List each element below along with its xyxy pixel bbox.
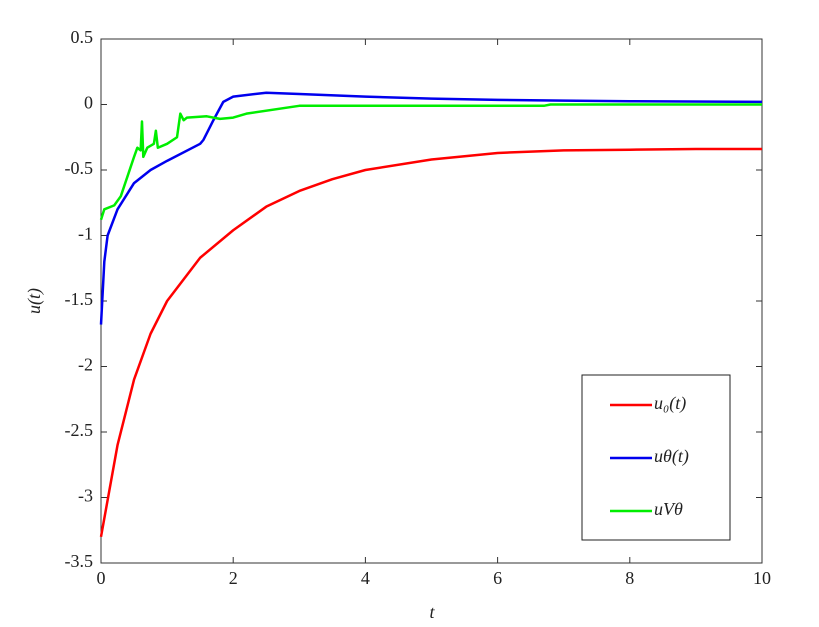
x-axis-label: t bbox=[429, 602, 435, 622]
x-tick-label: 2 bbox=[229, 568, 238, 588]
line bbox=[99, 147, 762, 538]
y-tick-label: -2 bbox=[78, 355, 93, 375]
x-tick-label: 6 bbox=[493, 568, 502, 588]
y-tick-label: -2.5 bbox=[65, 420, 94, 440]
x-tick-label: 8 bbox=[625, 568, 634, 588]
legend bbox=[581, 374, 731, 541]
y-tick-label: -1.5 bbox=[65, 289, 94, 309]
x-tick-label: 0 bbox=[97, 568, 106, 588]
legend-label: uθ(t) bbox=[654, 446, 689, 467]
y-tick-label: 0 bbox=[84, 93, 93, 113]
line bbox=[99, 91, 763, 325]
y-axis-label: u(t) bbox=[24, 288, 45, 314]
y-tick-label: -1 bbox=[78, 224, 93, 244]
legend-label: uVθ bbox=[654, 499, 683, 519]
x-tick-label: 4 bbox=[361, 568, 370, 588]
x-tick-label: 10 bbox=[753, 568, 771, 588]
y-tick-label: -3 bbox=[78, 486, 93, 506]
y-tick-label: -0.5 bbox=[65, 158, 94, 178]
y-tick-label: 0.5 bbox=[71, 27, 94, 47]
y-tick-label: -3.5 bbox=[65, 551, 94, 571]
legend-label: u₀(t) bbox=[654, 393, 686, 414]
line bbox=[99, 103, 762, 221]
